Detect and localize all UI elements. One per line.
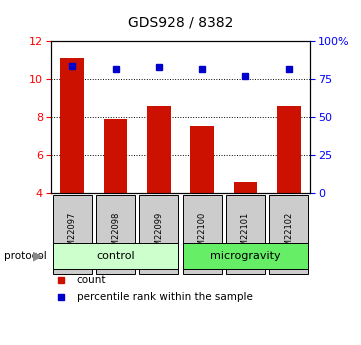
Text: GSM22102: GSM22102 [284,212,293,257]
Bar [53,243,178,269]
Text: count: count [77,276,106,285]
Bar [190,126,214,193]
Bar [96,195,135,274]
Bar [183,243,308,269]
Bar [269,195,308,274]
Text: GSM22100: GSM22100 [198,212,206,257]
Text: control: control [96,251,135,261]
Bar [53,195,92,274]
Text: GSM22097: GSM22097 [68,212,77,257]
Bar [226,195,265,274]
Bar [139,195,178,274]
Text: protocol: protocol [4,251,46,261]
Text: GSM22101: GSM22101 [241,212,250,257]
Text: GSM22098: GSM22098 [111,212,120,257]
Bar [277,106,301,193]
Bar [183,195,222,274]
Text: percentile rank within the sample: percentile rank within the sample [77,292,252,302]
Bar [104,119,127,193]
Bar [147,106,171,193]
Text: GDS928 / 8382: GDS928 / 8382 [128,16,233,30]
Text: GSM22099: GSM22099 [155,212,163,257]
Bar [234,182,257,193]
Text: microgravity: microgravity [210,251,281,261]
Bar [60,58,84,193]
Text: ▶: ▶ [33,250,43,263]
